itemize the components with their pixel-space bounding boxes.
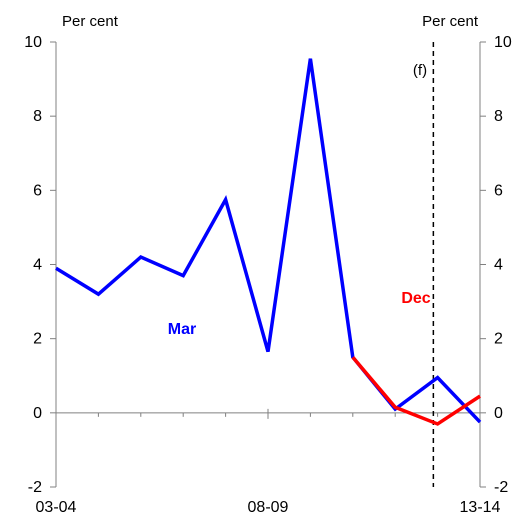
forecast-marker-label: (f) xyxy=(413,62,427,79)
y-tick-label-left: 8 xyxy=(33,108,42,125)
series-lines xyxy=(55,58,482,426)
y-tick-label-right: 4 xyxy=(494,257,503,274)
y-tick-label-left: 4 xyxy=(33,257,42,274)
y-tick-label-right: 10 xyxy=(494,34,512,51)
x-tick-label: 13-14 xyxy=(460,499,501,516)
y-tick-label-right: -2 xyxy=(494,479,508,496)
y-tick-label-right: 0 xyxy=(494,405,503,422)
left-units-label: Per cent xyxy=(62,13,119,30)
y-tick-label-left: 6 xyxy=(33,182,42,199)
y-tick-label-left: 2 xyxy=(33,331,42,348)
y-tick-label-right: 6 xyxy=(494,182,503,199)
series-label-dec: Dec xyxy=(401,290,430,307)
x-tick-label: 08-09 xyxy=(248,499,289,516)
series-label-mar: Mar xyxy=(168,321,196,338)
right-units-label: Per cent xyxy=(422,13,479,30)
y-tick-label-left: 0 xyxy=(33,405,42,422)
series-labels: Mar Dec xyxy=(168,290,431,338)
y-tick-label-right: 2 xyxy=(494,331,503,348)
axes xyxy=(50,41,486,488)
y-tick-label-left: -2 xyxy=(28,479,42,496)
x-tick-label: 03-04 xyxy=(36,499,77,516)
series-line-mar xyxy=(55,58,482,424)
y-tick-label-left: 10 xyxy=(24,34,42,51)
tick-labels: -2 -2 0 0 2 2 4 4 6 6 8 8 10 10 03-04 08-09 13-14 xyxy=(24,34,512,516)
series-line-dec xyxy=(351,356,481,426)
y-tick-label-right: 8 xyxy=(494,108,503,125)
